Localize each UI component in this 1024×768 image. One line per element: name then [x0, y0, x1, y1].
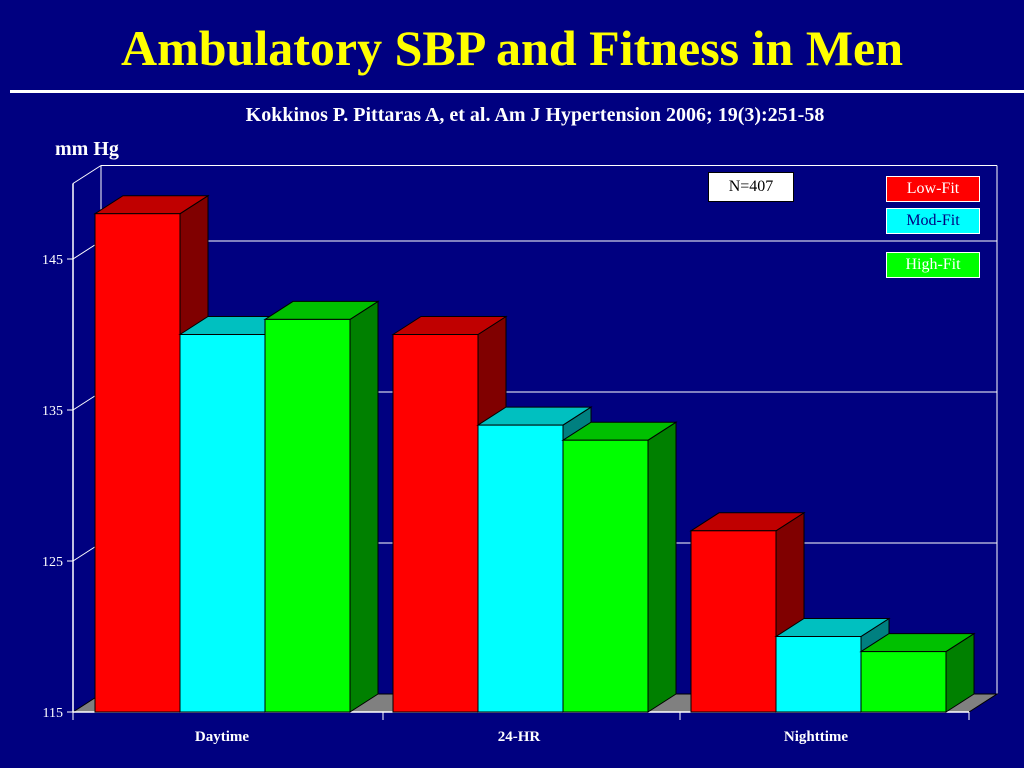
gridline-side [72, 165, 102, 184]
bar-high-fit-daytime [264, 318, 351, 713]
legend-item-mod-fit: Mod-Fit [886, 208, 980, 234]
y-tick-label: 125 [42, 555, 63, 570]
legend-item-low-fit: Low-Fit [886, 176, 980, 202]
y-tick-label: 115 [43, 706, 63, 721]
bar-low-fit-daytime [94, 213, 181, 713]
title-divider [10, 90, 1024, 93]
x-tick-label: Nighttime [784, 729, 848, 745]
bar-mod-fit-24-hr [477, 424, 564, 713]
bar-side-high-fit-daytime [349, 300, 379, 713]
bar-mod-fit-daytime [179, 334, 266, 713]
sample-size-label: N=407 [708, 172, 794, 202]
x-tick-label: Daytime [195, 729, 249, 745]
legend-item-high-fit: High-Fit [886, 252, 980, 278]
bar-high-fit-24-hr [562, 439, 649, 713]
bar-mod-fit-nighttime [775, 636, 862, 713]
citation: Kokkinos P. Pittaras A, et al. Am J Hype… [245, 104, 825, 126]
bar-side-high-fit-24-hr [647, 421, 677, 713]
y-tick-label: 145 [42, 253, 63, 268]
y-tick-label: 135 [42, 404, 63, 419]
slide-title: Ambulatory SBP and Fitness in Men [120, 20, 904, 76]
bar-low-fit-24-hr [392, 334, 479, 713]
bar-low-fit-nighttime [690, 530, 777, 713]
y-axis-label: mm Hg [55, 138, 119, 160]
x-tick-label: 24-HR [498, 729, 541, 745]
bar-high-fit-nighttime [860, 651, 947, 713]
